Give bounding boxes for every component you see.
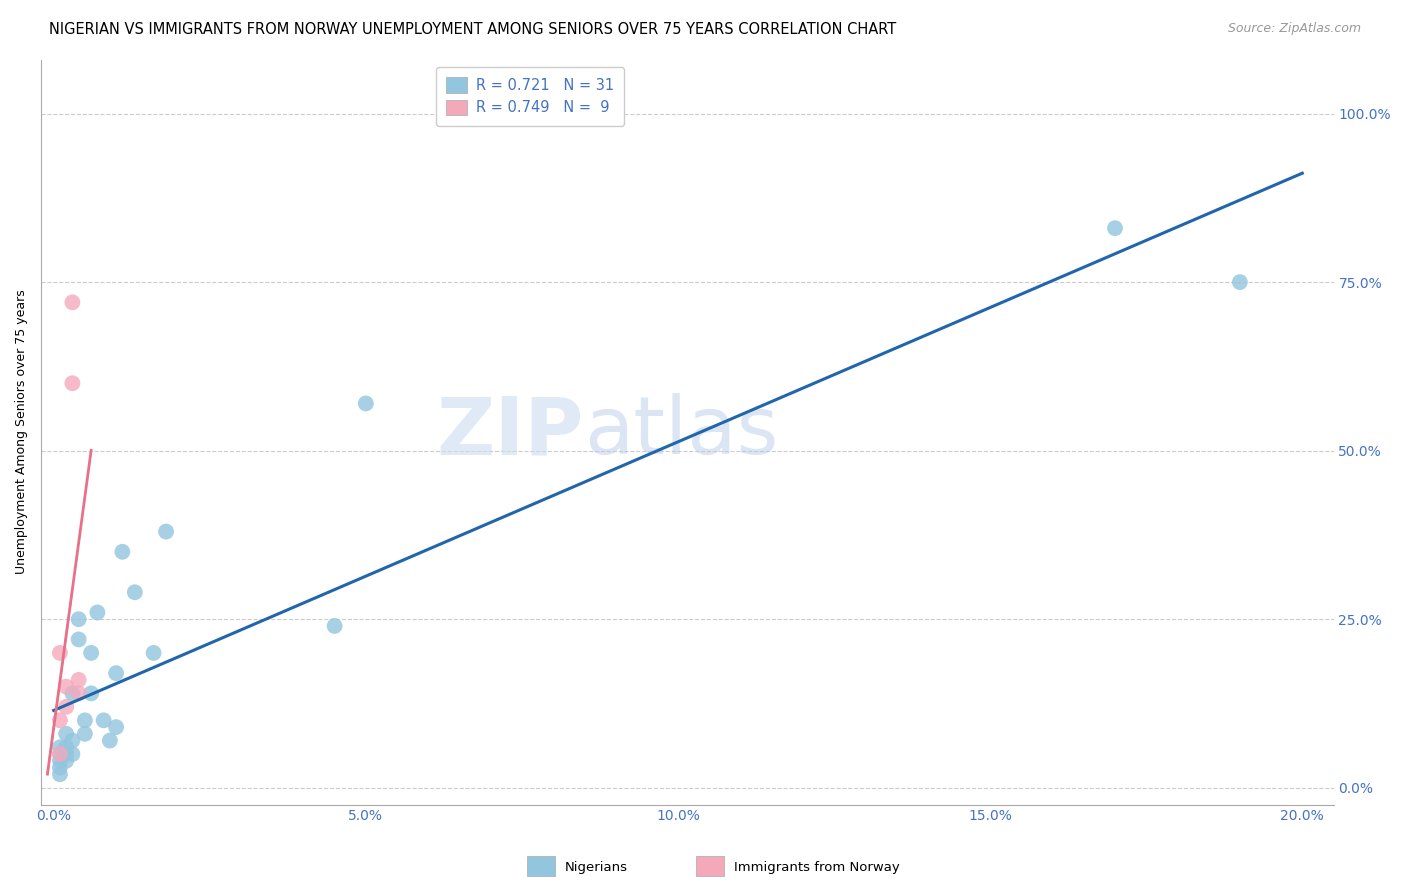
Point [55, 680, 77, 694]
Point [62, 686, 84, 700]
Legend: R = 0.721   N = 31, R = 0.749   N =  9: R = 0.721 N = 31, R = 0.749 N = 9 [436, 67, 624, 126]
Point [155, 524, 177, 539]
Point [354, 396, 377, 410]
Point [80, 686, 103, 700]
Point [62, 376, 84, 391]
Point [86, 606, 108, 620]
Text: ZIP: ZIP [437, 393, 583, 471]
Point [111, 545, 134, 559]
Point [49, 767, 72, 781]
Text: Source: ZipAtlas.com: Source: ZipAtlas.com [1227, 22, 1361, 36]
Point [105, 666, 128, 681]
Y-axis label: Unemployment Among Seniors over 75 years: Unemployment Among Seniors over 75 years [15, 290, 28, 574]
Point [55, 747, 77, 761]
Point [93, 714, 115, 728]
Point [49, 747, 72, 761]
Point [124, 585, 146, 599]
Point [55, 740, 77, 755]
Point [62, 295, 84, 310]
Point [67, 612, 90, 626]
Point [67, 686, 90, 700]
Point [49, 714, 72, 728]
Point [55, 699, 77, 714]
Point [55, 754, 77, 768]
Point [73, 727, 96, 741]
Point [323, 619, 346, 633]
Point [55, 727, 77, 741]
Point [62, 747, 84, 761]
Point [105, 720, 128, 734]
Point [67, 632, 90, 647]
Point [98, 733, 121, 747]
Text: atlas: atlas [583, 393, 779, 471]
Point [49, 740, 72, 755]
Point [1104, 221, 1126, 235]
Point [1229, 275, 1251, 289]
Text: NIGERIAN VS IMMIGRANTS FROM NORWAY UNEMPLOYMENT AMONG SENIORS OVER 75 YEARS CORR: NIGERIAN VS IMMIGRANTS FROM NORWAY UNEMP… [49, 22, 897, 37]
Point [49, 747, 72, 761]
Point [62, 733, 84, 747]
Point [73, 714, 96, 728]
Text: Immigrants from Norway: Immigrants from Norway [734, 861, 900, 873]
Point [142, 646, 165, 660]
Point [49, 760, 72, 774]
Point [67, 673, 90, 687]
Text: Nigerians: Nigerians [565, 861, 628, 873]
Point [80, 646, 103, 660]
Point [49, 646, 72, 660]
Point [49, 754, 72, 768]
